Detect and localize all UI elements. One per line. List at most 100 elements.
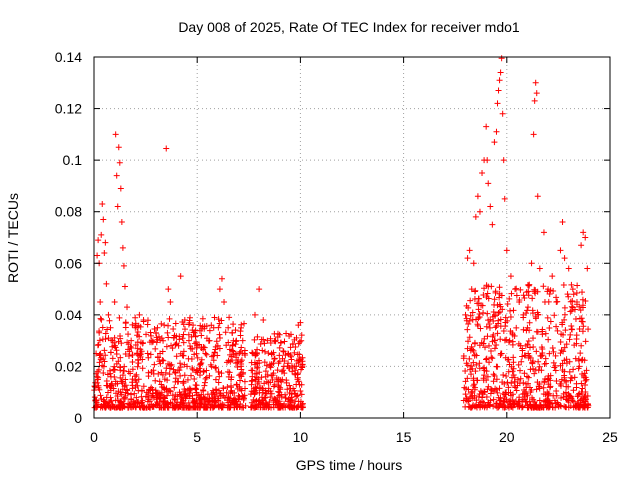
data-point: [129, 385, 136, 392]
data-point: [509, 341, 516, 348]
data-point: [496, 77, 503, 84]
data-point: [215, 316, 222, 323]
data-point: [144, 321, 151, 328]
data-point: [563, 378, 570, 385]
data-point: [479, 302, 486, 309]
data-point: [172, 375, 179, 382]
data-point: [484, 157, 491, 164]
data-point: [530, 404, 537, 411]
data-point: [212, 364, 219, 371]
data-point: [95, 374, 102, 381]
data-point: [264, 337, 271, 344]
data-point: [542, 401, 549, 408]
data-point: [238, 357, 245, 364]
data-point: [134, 329, 141, 336]
data-point: [494, 330, 501, 337]
data-point: [574, 400, 581, 407]
data-point: [484, 290, 491, 297]
data-point: [202, 375, 209, 382]
data-point: [162, 400, 169, 407]
data-point: [156, 403, 163, 410]
data-point: [150, 338, 157, 345]
data-point: [565, 390, 572, 397]
data-point: [277, 386, 284, 393]
data-point: [297, 387, 304, 394]
data-point: [536, 363, 543, 370]
data-point: [102, 239, 109, 246]
data-point: [532, 79, 539, 86]
data-point: [534, 379, 541, 386]
data-point: [533, 348, 540, 355]
data-point: [485, 295, 492, 302]
data-point: [513, 324, 520, 331]
data-point: [497, 336, 504, 343]
data-point: [471, 339, 478, 346]
data-point: [537, 352, 544, 359]
data-point: [114, 203, 121, 210]
data-point: [283, 330, 290, 337]
data-point: [241, 347, 248, 354]
data-point: [102, 403, 109, 410]
data-point: [103, 394, 110, 401]
data-point: [489, 387, 496, 394]
data-point: [494, 389, 501, 396]
data-point: [539, 328, 546, 335]
data-point: [526, 344, 533, 351]
data-point: [553, 294, 560, 301]
data-point: [159, 348, 166, 355]
data-point: [516, 394, 523, 401]
data-point: [467, 312, 474, 319]
data-point: [520, 326, 527, 333]
data-point: [265, 385, 272, 392]
plot-frame: [93, 56, 611, 419]
data-point: [500, 398, 507, 405]
data-point: [496, 403, 503, 410]
data-point: [479, 170, 486, 177]
data-point: [577, 307, 584, 314]
data-point: [117, 364, 124, 371]
data-point: [527, 366, 534, 373]
data-point: [134, 357, 141, 364]
data-point: [121, 383, 128, 390]
data-point: [468, 371, 475, 378]
x-tick-label: 10: [293, 429, 309, 445]
data-point: [230, 348, 237, 355]
data-point: [480, 292, 487, 299]
data-point: [145, 403, 152, 410]
data-point: [491, 296, 498, 303]
data-point: [281, 370, 288, 377]
data-point: [518, 358, 525, 365]
data-point: [475, 315, 482, 322]
data-point: [240, 404, 247, 411]
data-point: [291, 363, 298, 370]
data-point: [464, 255, 471, 262]
data-point: [520, 379, 527, 386]
data-point: [497, 350, 504, 357]
data-point: [497, 397, 504, 404]
data-point: [168, 361, 175, 368]
data-point: [180, 379, 187, 386]
data-point: [297, 319, 304, 326]
data-point: [263, 378, 270, 385]
data-point: [469, 309, 476, 316]
data-point: [295, 340, 302, 347]
data-point: [274, 401, 281, 408]
data-point: [565, 383, 572, 390]
data-point: [483, 355, 490, 362]
data-point: [581, 357, 588, 364]
data-point: [97, 404, 104, 411]
data-point: [109, 355, 116, 362]
data-point: [189, 366, 196, 373]
data-point: [103, 402, 110, 409]
data-point: [476, 314, 483, 321]
data-point: [568, 395, 575, 402]
data-point: [127, 391, 134, 398]
data-point: [233, 382, 240, 389]
data-point: [481, 372, 488, 379]
data-point: [108, 397, 115, 404]
data-point: [463, 302, 470, 309]
data-point: [274, 333, 281, 340]
data-point: [573, 301, 580, 308]
data-point: [227, 351, 234, 358]
data-point: [185, 321, 192, 328]
